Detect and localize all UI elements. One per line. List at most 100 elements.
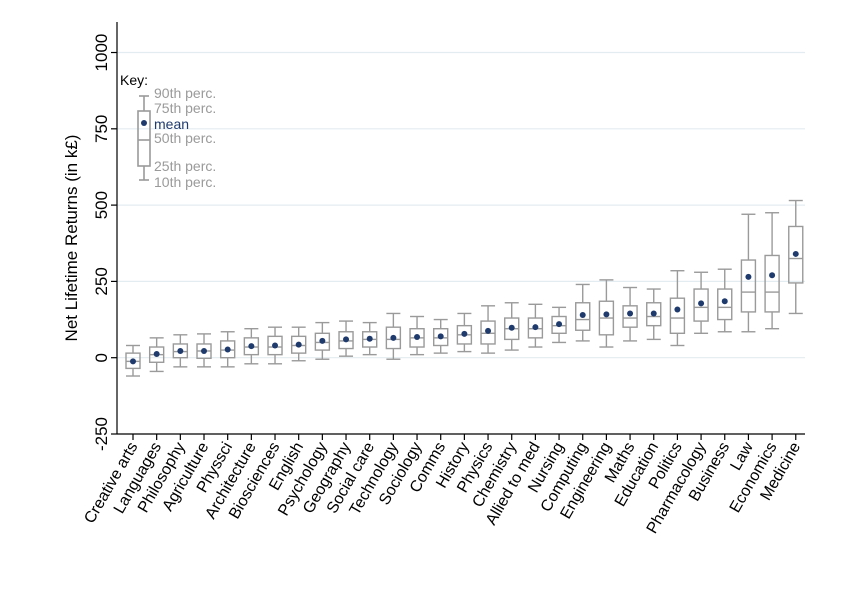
iqr-box bbox=[788, 225, 804, 284]
mean-point bbox=[745, 273, 752, 280]
y-tick-label: 500 bbox=[92, 191, 111, 219]
key-label: 50th perc. bbox=[154, 130, 216, 146]
box-psychology bbox=[314, 321, 331, 360]
key-title: Key: bbox=[120, 72, 148, 88]
iqr-box bbox=[764, 254, 780, 313]
box-agriculture bbox=[196, 333, 212, 368]
iqr-box bbox=[219, 340, 236, 359]
y-tick-label: 1000 bbox=[92, 34, 111, 72]
mean-point bbox=[153, 351, 160, 358]
box-social-care bbox=[362, 321, 378, 356]
iqr-box bbox=[243, 337, 260, 356]
box-politics bbox=[669, 270, 686, 347]
box-geography bbox=[338, 320, 354, 357]
mean-point bbox=[295, 341, 302, 348]
iqr-box bbox=[172, 343, 189, 359]
key-label: 10th perc. bbox=[154, 174, 216, 190]
box-medicine bbox=[788, 199, 804, 315]
mean-point bbox=[414, 333, 421, 340]
iqr-box bbox=[433, 328, 449, 347]
mean-point bbox=[579, 311, 586, 318]
mean-point bbox=[603, 311, 610, 318]
iqr-box bbox=[717, 288, 733, 321]
key-label: 25th perc. bbox=[154, 158, 216, 174]
iqr-box bbox=[740, 259, 757, 313]
mean-point bbox=[248, 343, 255, 350]
iqr-box bbox=[385, 326, 402, 350]
key-label: mean bbox=[154, 116, 189, 132]
iqr-box bbox=[622, 305, 638, 328]
iqr-box bbox=[693, 288, 709, 322]
mean-point bbox=[650, 310, 657, 317]
box-technology bbox=[385, 312, 402, 360]
mean-point bbox=[698, 300, 705, 307]
box-engineering bbox=[598, 279, 615, 348]
mean-point bbox=[485, 327, 492, 334]
iqr-box bbox=[646, 302, 662, 327]
box-philosophy bbox=[172, 334, 189, 368]
mean-point bbox=[532, 324, 539, 331]
y-tick-label: 250 bbox=[92, 267, 111, 295]
mean-point bbox=[556, 321, 563, 328]
y-axis-title: Net Lifetime Returns (in k£) bbox=[62, 135, 81, 342]
box-history bbox=[456, 312, 473, 353]
axes bbox=[116, 22, 805, 435]
iqr-box bbox=[338, 331, 354, 350]
mean-point bbox=[201, 347, 208, 354]
box-law bbox=[740, 213, 757, 333]
iqr-box bbox=[480, 320, 496, 345]
key-label: 90th perc. bbox=[154, 85, 216, 101]
box-architecture bbox=[243, 328, 260, 365]
box-business bbox=[717, 268, 733, 333]
box-languages bbox=[148, 337, 165, 373]
box-pharmacology bbox=[693, 271, 709, 334]
mean-point bbox=[437, 333, 444, 340]
iqr-box bbox=[669, 297, 686, 334]
mean-point bbox=[721, 298, 728, 305]
key-label: 75th perc. bbox=[154, 100, 216, 116]
box-comms bbox=[433, 318, 449, 354]
y-axis-ticks: -250 0 250 500 750 1000 bbox=[92, 34, 117, 451]
boxes bbox=[125, 199, 804, 377]
mean-point bbox=[390, 334, 397, 341]
box-maths bbox=[622, 286, 638, 342]
mean-point bbox=[674, 306, 681, 313]
mean-point bbox=[343, 336, 350, 343]
mean-point bbox=[461, 330, 468, 337]
mean-point bbox=[130, 358, 136, 365]
mean-point bbox=[272, 342, 279, 349]
mean-point bbox=[319, 337, 326, 344]
mean-point bbox=[366, 335, 373, 342]
x-axis-category-labels: Creative artsLanguagesPhilosophyAgricult… bbox=[81, 434, 804, 537]
box-sociology bbox=[409, 315, 425, 356]
box-biosciences bbox=[267, 326, 283, 365]
box-computing bbox=[575, 283, 591, 342]
box-nursing bbox=[551, 306, 567, 344]
box-allied-to-med bbox=[527, 303, 544, 348]
box-chemistry bbox=[504, 302, 520, 351]
mean-point bbox=[769, 272, 776, 279]
y-tick-label: -250 bbox=[92, 417, 111, 451]
iqr-box bbox=[527, 317, 544, 339]
key-mean-point bbox=[141, 120, 147, 126]
iqr-box bbox=[551, 315, 567, 334]
gridlines bbox=[117, 51, 805, 359]
box-economics bbox=[764, 212, 780, 330]
y-tick-label: 0 bbox=[92, 353, 111, 362]
mean-point bbox=[224, 346, 231, 353]
box-education bbox=[646, 288, 662, 341]
iqr-box bbox=[575, 302, 591, 331]
iqr-box bbox=[290, 335, 307, 354]
iqr-box bbox=[314, 332, 331, 351]
box-english bbox=[290, 326, 307, 362]
box-physsci bbox=[219, 331, 236, 368]
box-creative-arts bbox=[125, 344, 141, 377]
mean-point bbox=[508, 324, 515, 331]
box-physics bbox=[480, 305, 496, 354]
key-box bbox=[137, 110, 151, 167]
mean-point bbox=[792, 250, 799, 257]
mean-point bbox=[177, 347, 184, 354]
y-tick-label: 750 bbox=[92, 115, 111, 143]
